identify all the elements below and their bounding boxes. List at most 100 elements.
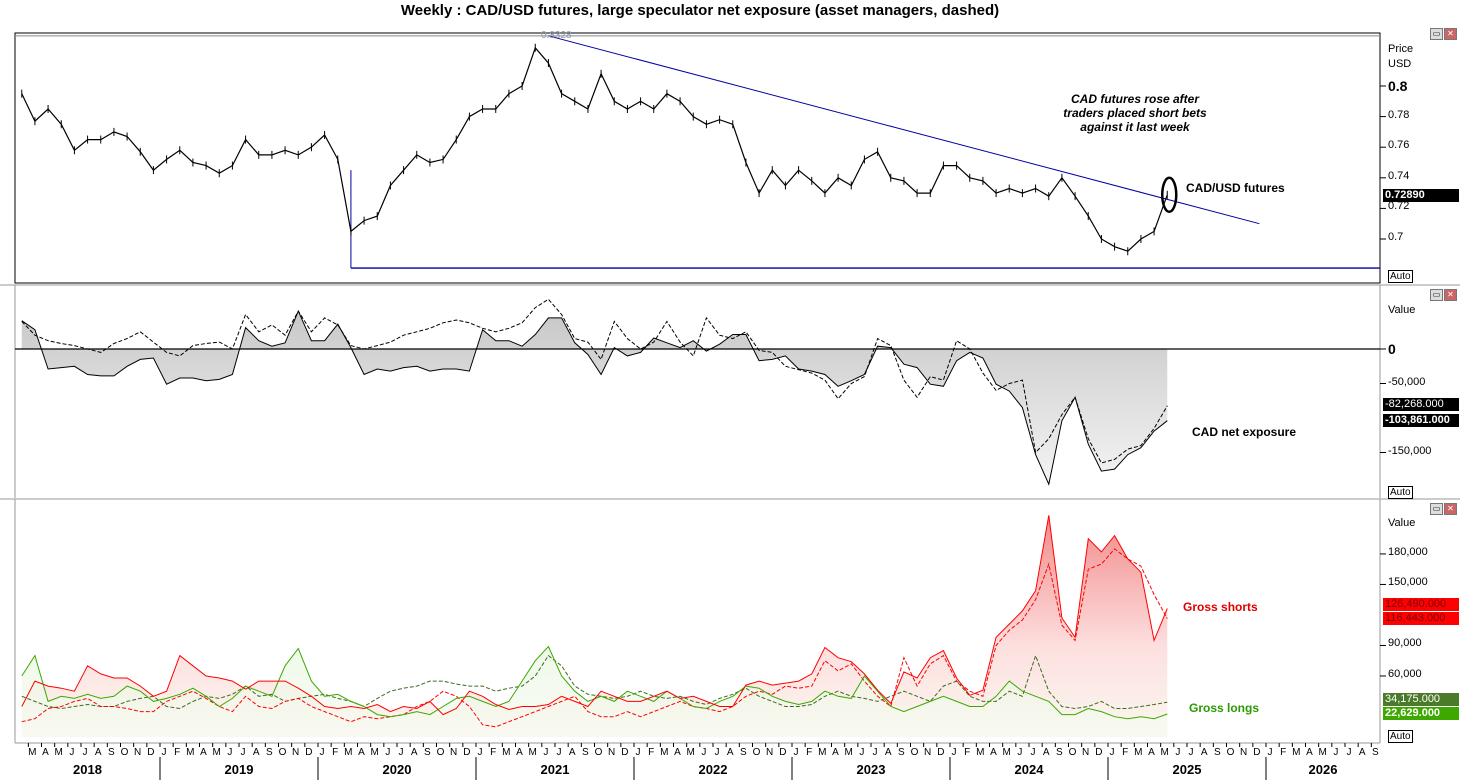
x-month-label: A	[410, 747, 418, 758]
gross-shorts-am-last-value: 116,443.000	[1383, 612, 1459, 625]
x-month-label: D	[621, 747, 629, 758]
net-am-last-value: -82,268.000	[1383, 398, 1459, 411]
annotation-text: CAD futures rose after traders placed sh…	[1063, 92, 1207, 134]
x-month-label: D	[305, 747, 313, 758]
price-last-value: 0.72890	[1383, 189, 1459, 202]
x-month-label: A	[1200, 747, 1208, 758]
x-month-label: M	[370, 747, 379, 758]
x-month-label: M	[818, 747, 827, 758]
x-month-label: N	[1082, 747, 1090, 758]
x-month-label: S	[897, 747, 905, 758]
y-tick-label: 60,000	[1388, 667, 1422, 680]
x-month-label: A	[832, 747, 839, 758]
x-month-label: A	[516, 747, 523, 758]
x-month-label: M	[1292, 747, 1301, 758]
x-month-label: O	[1226, 747, 1235, 758]
x-month-label: J	[227, 747, 233, 758]
gross-longs-last-value: 22,629.000	[1383, 707, 1459, 720]
x-year-label: 2024	[1014, 762, 1044, 777]
x-month-label: A	[42, 747, 49, 758]
y-tick-label: 0	[1388, 341, 1396, 357]
price-series-label: CAD/USD futures	[1186, 181, 1285, 195]
x-month-label: S	[265, 747, 273, 758]
x-month-label: F	[1122, 747, 1129, 758]
chart-title: Weekly : CAD/USD futures, large speculat…	[400, 2, 1000, 19]
x-month-label: J	[82, 747, 88, 758]
gross-longs-am-line	[21, 654, 1168, 710]
gross-longs-am-last-value: 34,175.000	[1383, 693, 1459, 706]
x-month-label: J	[1109, 747, 1115, 758]
x-month-label: J	[240, 747, 246, 758]
x-month-label: J	[477, 747, 483, 758]
net-panel-close-icon[interactable]: ✕	[1444, 289, 1457, 301]
y-tick-label: 0.7	[1388, 231, 1404, 243]
x-month-label: F	[806, 747, 813, 758]
x-month-label: M	[976, 747, 985, 758]
net-spec-line	[21, 309, 1168, 486]
price-axis-unit: USD	[1388, 58, 1412, 70]
x-month-label: M	[186, 747, 195, 758]
x-month-label: O	[120, 747, 129, 758]
x-month-label: J	[1188, 747, 1194, 758]
price-auto-button[interactable]: Auto	[1388, 270, 1413, 283]
gross-panel-close-icon[interactable]: ✕	[1444, 503, 1457, 515]
x-year-label: 2026	[1308, 762, 1338, 777]
x-month-label: F	[964, 747, 971, 758]
y-tick-label: 0.74	[1388, 169, 1410, 182]
x-year-label: 2019	[224, 762, 254, 777]
x-month-label: M	[1002, 747, 1011, 758]
x-month-label: A	[1358, 747, 1366, 758]
y-tick-label: 0.8	[1388, 78, 1408, 94]
net-panel-minimize-icon[interactable]: ▭	[1430, 289, 1443, 301]
x-month-label: D	[463, 747, 471, 758]
net-axis-title: Value	[1388, 304, 1416, 316]
x-month-label: D	[1253, 747, 1261, 758]
x-month-label: N	[1240, 747, 1248, 758]
gross-longs-area	[21, 646, 1168, 737]
net-auto-button[interactable]: Auto	[1388, 486, 1413, 499]
y-tick-label: 0.76	[1388, 139, 1410, 152]
x-month-label: J	[69, 747, 75, 758]
x-month-label: A	[1148, 747, 1155, 758]
x-month-label: J	[319, 747, 325, 758]
price-panel-minimize-icon[interactable]: ▭	[1430, 28, 1443, 40]
x-month-label: F	[332, 747, 339, 758]
x-month-label: J	[1175, 747, 1181, 758]
x-month-label: O	[278, 747, 287, 758]
x-month-label: M	[54, 747, 63, 758]
x-month-label: A	[884, 747, 892, 758]
x-month-label: J	[872, 747, 878, 758]
price-panel-close-icon[interactable]: ✕	[1444, 28, 1457, 40]
x-year-label: 2018	[73, 762, 102, 777]
gross-longs-label: Gross longs	[1189, 701, 1260, 715]
x-month-label: A	[1306, 747, 1313, 758]
x-year-label: 2022	[698, 762, 728, 777]
x-month-label: J	[1030, 747, 1036, 758]
price-series-line	[21, 46, 1168, 252]
x-month-label: S	[1213, 747, 1221, 758]
gross-panel-minimize-icon[interactable]: ▭	[1430, 503, 1443, 515]
x-year-label: 2025	[1172, 762, 1202, 777]
x-month-label: J	[793, 747, 799, 758]
x-month-label: J	[859, 747, 865, 758]
x-month-label: A	[1042, 747, 1050, 758]
x-month-label: D	[147, 747, 155, 758]
x-month-label: S	[423, 747, 431, 758]
highlight-ellipse	[1161, 176, 1178, 214]
x-month-label: S	[739, 747, 747, 758]
x-month-label: J	[1346, 747, 1352, 758]
x-month-label: M	[660, 747, 669, 758]
gross-auto-button[interactable]: Auto	[1388, 730, 1413, 743]
x-month-label: A	[674, 747, 681, 758]
x-month-label: A	[200, 747, 207, 758]
y-tick-label: 90,000	[1388, 637, 1422, 650]
x-month-label: D	[779, 747, 787, 758]
x-month-label: J	[556, 747, 562, 758]
x-month-label: A	[358, 747, 365, 758]
x-month-label: F	[1280, 747, 1287, 758]
y-tick-label: 150,000	[1388, 576, 1428, 589]
x-month-label: M	[502, 747, 511, 758]
x-month-label: J	[385, 747, 391, 758]
x-month-label: D	[1095, 747, 1103, 758]
